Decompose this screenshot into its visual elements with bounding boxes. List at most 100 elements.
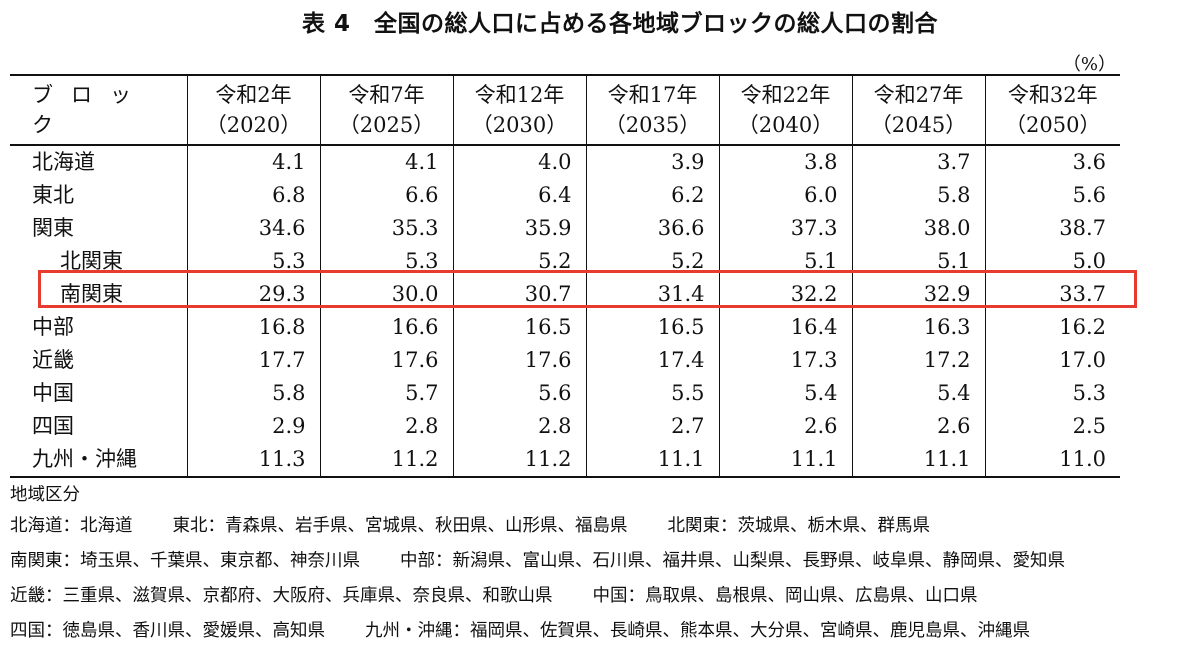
cell-value: 37.3 bbox=[718, 212, 852, 245]
table-row-kyushu: 九州・沖縄 11.3 11.2 11.2 11.1 11.1 11.1 11.0 bbox=[10, 443, 1120, 477]
cell-value: 32.2 bbox=[718, 278, 852, 311]
block-column-header: ブロック bbox=[32, 83, 149, 137]
cell-value: 11.3 bbox=[186, 443, 320, 477]
column-year: （2025） bbox=[338, 113, 435, 137]
table-row-chugoku: 中国 5.8 5.7 5.6 5.5 5.4 5.4 5.3 bbox=[10, 377, 1120, 410]
cell-value: 6.4 bbox=[452, 179, 586, 212]
cell-value: 2.8 bbox=[452, 410, 586, 443]
cell-value: 30.0 bbox=[319, 278, 453, 311]
column-header-2040: 令和22年 （2040） bbox=[718, 75, 852, 145]
cell-value: 3.9 bbox=[585, 145, 719, 179]
column-header-2035: 令和17年 （2035） bbox=[585, 75, 719, 145]
cell-value: 32.9 bbox=[851, 278, 985, 311]
cell-value: 35.9 bbox=[452, 212, 586, 245]
header-row: ブロック 令和2年 （2020） 令和7年 （2025） 令和12年 （2030） 令… bbox=[10, 75, 1120, 145]
cell-value: 29.3 bbox=[186, 278, 320, 311]
note-minamikanto: 南関東：埼玉県、千葉県、東京都、神奈川県 bbox=[10, 551, 360, 571]
cell-value: 5.3 bbox=[186, 245, 320, 278]
cell-value: 3.6 bbox=[984, 145, 1120, 179]
table-row-shikoku: 四国 2.9 2.8 2.8 2.7 2.6 2.6 2.5 bbox=[10, 410, 1120, 443]
cell-value: 3.8 bbox=[718, 145, 852, 179]
cell-value: 2.8 bbox=[319, 410, 453, 443]
cell-value: 16.5 bbox=[452, 311, 586, 344]
note-shikoku: 四国：徳島県、香川県、愛媛県、高知県 bbox=[10, 621, 325, 641]
cell-value: 2.9 bbox=[186, 410, 320, 443]
cell-value: 33.7 bbox=[984, 278, 1120, 311]
cell-value: 5.3 bbox=[319, 245, 453, 278]
cell-value: 17.3 bbox=[718, 344, 852, 377]
cell-value: 5.2 bbox=[585, 245, 719, 278]
cell-value: 16.2 bbox=[984, 311, 1120, 344]
cell-value: 31.4 bbox=[585, 278, 719, 311]
row-name: 中国 bbox=[32, 381, 74, 405]
cell-value: 16.4 bbox=[718, 311, 852, 344]
notes-line: 四国：徳島県、香川県、愛媛県、高知県 九州・沖縄：福岡県、佐賀県、長崎県、熊本県、… bbox=[10, 614, 1065, 649]
table-row-kinki: 近畿 17.7 17.6 17.6 17.4 17.3 17.2 17.0 bbox=[10, 344, 1120, 377]
notes-line: 近畿：三重県、滋賀県、京都府、大阪府、兵庫県、奈良県、和歌山県 中国：鳥取県、島根… bbox=[10, 579, 1065, 614]
notes-line: 南関東：埼玉県、千葉県、東京都、神奈川県 中部：新潟県、富山県、石川県、福井県、山… bbox=[10, 544, 1065, 579]
cell-value: 36.6 bbox=[585, 212, 719, 245]
unit-label: （%） bbox=[1062, 54, 1116, 75]
row-name: 北関東 bbox=[60, 249, 123, 273]
row-name: 北海道 bbox=[32, 150, 95, 174]
column-era: 令和17年 bbox=[607, 83, 698, 107]
cell-value: 4.1 bbox=[186, 145, 320, 179]
cell-value: 5.8 bbox=[186, 377, 320, 410]
note-hokkaido: 北海道：北海道 bbox=[10, 516, 133, 536]
column-year: （2040） bbox=[737, 113, 834, 137]
cell-value: 2.6 bbox=[851, 410, 985, 443]
cell-value: 2.7 bbox=[585, 410, 719, 443]
population-share-table: ブロック 令和2年 （2020） 令和7年 （2025） 令和12年 （2030） 令… bbox=[10, 74, 1120, 478]
column-year: （2045） bbox=[870, 113, 967, 137]
table-title: 表 4 全国の総人口に占める各地域ブロックの総人口の割合 bbox=[301, 11, 938, 37]
column-era: 令和7年 bbox=[348, 83, 425, 107]
cell-value: 6.2 bbox=[585, 179, 719, 212]
cell-value: 17.4 bbox=[585, 344, 719, 377]
table-row-kanto: 関東 34.6 35.3 35.9 36.6 37.3 38.0 38.7 bbox=[10, 212, 1120, 245]
note-kitakanto: 北関東：茨城県、栃木県、群馬県 bbox=[667, 516, 931, 536]
column-year: （2050） bbox=[1005, 113, 1101, 137]
column-era: 令和12年 bbox=[474, 83, 565, 107]
cell-value: 30.7 bbox=[452, 278, 586, 311]
cell-value: 11.1 bbox=[585, 443, 719, 477]
note-kyushu: 九州・沖縄：福岡県、佐賀県、長崎県、熊本県、大分県、宮崎県、鹿児島県、沖縄県 bbox=[365, 621, 1030, 641]
row-name: 近畿 bbox=[32, 348, 74, 372]
column-year: （2020） bbox=[205, 113, 302, 137]
note-chubu: 中部：新潟県、富山県、石川県、福井県、山梨県、長野県、岐阜県、静岡県、愛知県 bbox=[400, 551, 1065, 571]
cell-value: 17.7 bbox=[186, 344, 320, 377]
cell-value: 17.6 bbox=[319, 344, 453, 377]
cell-value: 5.4 bbox=[718, 377, 852, 410]
note-tohoku: 東北：青森県、岩手県、宮城県、秋田県、山形県、福島県 bbox=[172, 516, 628, 536]
cell-value: 5.3 bbox=[984, 377, 1120, 410]
cell-value: 16.5 bbox=[585, 311, 719, 344]
cell-value: 5.6 bbox=[452, 377, 586, 410]
cell-value: 5.0 bbox=[984, 245, 1120, 278]
table-row-tohoku: 東北 6.8 6.6 6.4 6.2 6.0 5.8 5.6 bbox=[10, 179, 1120, 212]
cell-value: 11.2 bbox=[452, 443, 586, 477]
cell-value: 38.0 bbox=[851, 212, 985, 245]
table-row-minamikanto: 南関東 29.3 30.0 30.7 31.4 32.2 32.9 33.7 bbox=[10, 278, 1120, 311]
cell-value: 5.5 bbox=[585, 377, 719, 410]
column-era: 令和22年 bbox=[740, 83, 831, 107]
cell-value: 34.6 bbox=[186, 212, 320, 245]
cell-value: 11.0 bbox=[984, 443, 1120, 477]
cell-value: 6.6 bbox=[319, 179, 453, 212]
column-era: 令和27年 bbox=[873, 83, 964, 107]
cell-value: 38.7 bbox=[984, 212, 1120, 245]
note-chugoku: 中国：鳥取県、島根県、岡山県、広島県、山口県 bbox=[592, 586, 978, 606]
region-notes: 地域区分 北海道：北海道 東北：青森県、岩手県、宮城県、秋田県、山形県、福島県 北関… bbox=[10, 481, 1065, 649]
row-name: 中部 bbox=[32, 315, 74, 339]
table-row-hokkaido: 北海道 4.1 4.1 4.0 3.9 3.8 3.7 3.6 bbox=[10, 145, 1120, 179]
cell-value: 5.1 bbox=[851, 245, 985, 278]
row-name: 四国 bbox=[32, 414, 74, 438]
cell-value: 17.0 bbox=[984, 344, 1120, 377]
column-header-2020: 令和2年 （2020） bbox=[186, 75, 320, 145]
cell-value: 2.5 bbox=[984, 410, 1120, 443]
column-header-2050: 令和32年 （2050） bbox=[984, 75, 1120, 145]
cell-value: 5.8 bbox=[851, 179, 985, 212]
cell-value: 6.8 bbox=[186, 179, 320, 212]
note-kinki: 近畿：三重県、滋賀県、京都府、大阪府、兵庫県、奈良県、和歌山県 bbox=[10, 586, 553, 606]
row-name: 関東 bbox=[32, 216, 74, 240]
column-year: （2030） bbox=[471, 113, 568, 137]
cell-value: 16.8 bbox=[186, 311, 320, 344]
